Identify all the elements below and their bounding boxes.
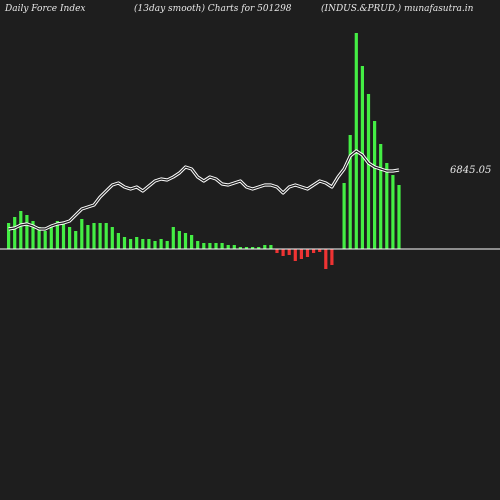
bar bbox=[43, 231, 47, 249]
bar bbox=[13, 217, 17, 249]
bar bbox=[214, 243, 218, 249]
bar bbox=[183, 233, 188, 249]
bar bbox=[379, 144, 383, 249]
bar bbox=[244, 247, 249, 249]
bar bbox=[354, 33, 358, 249]
bar bbox=[68, 227, 72, 249]
header-center-text: (13day smooth) Charts for 501298 bbox=[134, 3, 292, 14]
smooth-line bbox=[8, 150, 400, 230]
bar bbox=[287, 249, 291, 255]
bar bbox=[122, 237, 127, 249]
bar bbox=[299, 249, 303, 259]
bar bbox=[104, 223, 108, 249]
bar bbox=[116, 233, 120, 249]
bar bbox=[196, 241, 200, 249]
bar bbox=[37, 227, 41, 249]
bar bbox=[129, 239, 133, 249]
bar bbox=[61, 223, 66, 249]
bar bbox=[177, 231, 181, 249]
last-value-label: 6845.05 bbox=[450, 165, 491, 176]
bar bbox=[232, 245, 236, 249]
bar bbox=[348, 135, 352, 249]
bar bbox=[141, 239, 145, 249]
bar bbox=[80, 219, 84, 249]
bar bbox=[31, 221, 35, 249]
header-left-text: Daily Force Index bbox=[4, 4, 86, 14]
bar bbox=[397, 185, 401, 249]
bar bbox=[366, 94, 371, 249]
bar bbox=[147, 239, 151, 249]
bar bbox=[312, 249, 316, 253]
bar bbox=[159, 239, 163, 249]
bar bbox=[98, 223, 102, 249]
bar bbox=[208, 243, 212, 249]
bar bbox=[385, 163, 389, 249]
bar bbox=[190, 235, 194, 249]
bar bbox=[55, 221, 59, 249]
bar bbox=[74, 231, 78, 249]
bar bbox=[263, 245, 267, 249]
bar bbox=[293, 249, 297, 261]
bar bbox=[391, 175, 395, 249]
bar bbox=[342, 183, 346, 249]
bar bbox=[305, 249, 310, 257]
bar bbox=[165, 241, 169, 249]
bar bbox=[318, 249, 322, 252]
bar bbox=[86, 225, 90, 249]
bar bbox=[220, 243, 224, 249]
bar bbox=[153, 241, 157, 249]
bar bbox=[275, 249, 279, 253]
bar bbox=[257, 247, 261, 249]
bar bbox=[135, 237, 139, 249]
bar bbox=[7, 223, 11, 249]
bar bbox=[269, 245, 273, 249]
bar bbox=[238, 247, 242, 249]
bar bbox=[49, 227, 53, 249]
bar bbox=[281, 249, 285, 256]
bar bbox=[25, 215, 29, 249]
bar bbox=[171, 227, 175, 249]
bar bbox=[202, 243, 206, 249]
bar bbox=[110, 227, 114, 249]
bar bbox=[19, 211, 23, 249]
bar bbox=[92, 223, 96, 249]
bar bbox=[324, 249, 328, 269]
header-right-text: (INDUS.&PRUD.) munafasutra.in bbox=[321, 3, 474, 14]
bar bbox=[330, 249, 334, 265]
bar bbox=[251, 247, 255, 249]
bar bbox=[226, 245, 230, 249]
smooth-line-group bbox=[8, 149, 400, 231]
bar bbox=[373, 121, 377, 249]
